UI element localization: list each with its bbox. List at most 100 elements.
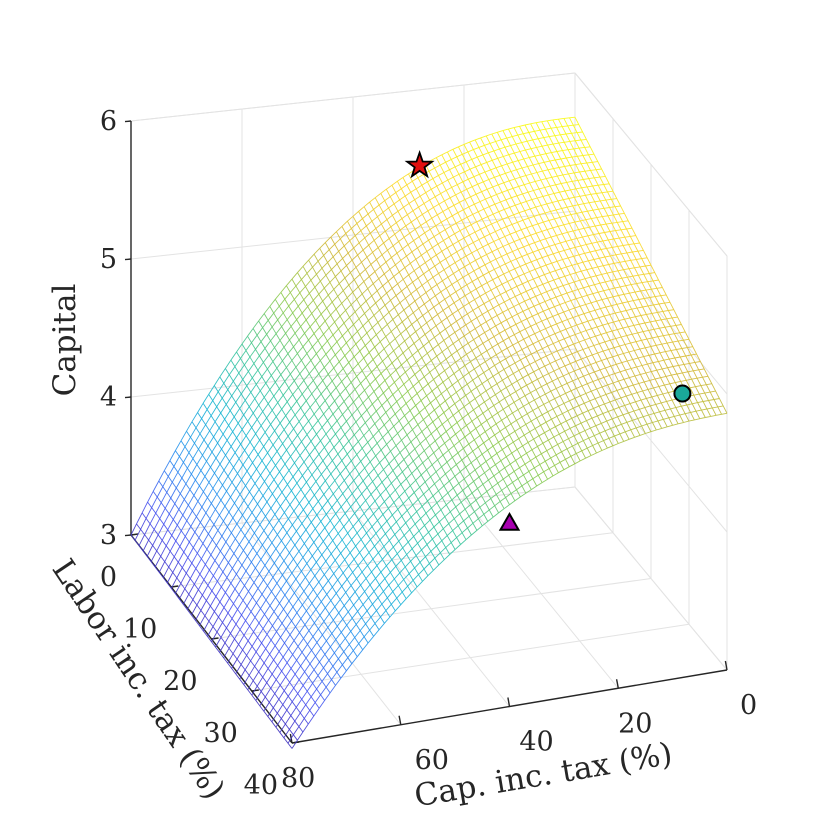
surface-mesh-line: [443, 169, 450, 173]
surface-mesh-line: [293, 632, 300, 641]
surface-mesh-line: [513, 467, 520, 472]
surface-mesh-line: [515, 142, 522, 145]
surface-mesh-line: [528, 467, 535, 472]
surface-mesh-line: [367, 558, 374, 566]
surface-mesh-line: [372, 497, 384, 515]
surface-mesh-line: [412, 574, 419, 581]
surface-mesh-line: [548, 436, 555, 441]
surface-mesh-line: [638, 381, 645, 384]
surface-mesh-line: [527, 442, 539, 462]
surface-mesh-line: [620, 229, 631, 249]
surface-mesh-line: [483, 438, 490, 444]
surface-mesh-line: [441, 535, 448, 542]
surface-mesh-line: [398, 490, 406, 498]
surface-mesh-line: [356, 649, 364, 657]
surface-mesh-line: [347, 470, 359, 488]
surface-mesh-line: [312, 293, 320, 301]
surface-mesh-line: [591, 255, 603, 275]
surface-mesh-line: [196, 445, 207, 462]
surface-mesh-line: [636, 365, 643, 368]
surface-mesh-line: [461, 313, 468, 318]
surface-mesh-line: [388, 502, 395, 509]
surface-mesh-line: [380, 571, 392, 589]
surface-mesh-line: [346, 414, 353, 422]
surface-mesh-line: [605, 391, 612, 395]
surface-mesh-line: [266, 409, 273, 419]
surface-mesh-line: [579, 146, 585, 149]
surface-mesh-line: [407, 385, 414, 392]
surface-mesh-line: [534, 154, 541, 157]
surface-mesh-line: [283, 673, 295, 689]
surface-mesh-line: [373, 468, 385, 486]
surface-mesh-line: [575, 139, 581, 142]
surface-mesh-line: [631, 392, 638, 395]
surface-mesh-line: [314, 694, 321, 703]
surface-mesh-line: [190, 455, 202, 471]
surface-mesh-line: [286, 524, 293, 533]
surface-mesh-line: [317, 413, 324, 421]
surface-mesh-line: [202, 403, 214, 419]
surface-mesh-line: [626, 393, 632, 397]
surface-mesh-line: [476, 383, 483, 388]
surface-mesh-line: [627, 275, 633, 278]
surface-mesh-line: [607, 191, 618, 211]
surface-mesh-line: [395, 207, 407, 227]
surface-mesh-line: [582, 235, 589, 238]
surface-mesh-line: [403, 529, 411, 536]
surface-mesh-line: [391, 553, 398, 561]
surface-mesh-line: [504, 145, 511, 148]
surface-mesh-line: [592, 184, 599, 187]
surface-mesh-line: [617, 270, 628, 290]
surface-mesh-line: [473, 146, 480, 151]
surface-mesh-line: [346, 493, 353, 501]
surface-mesh-line: [325, 427, 332, 435]
surface-mesh-line: [469, 331, 480, 351]
surface-mesh-line: [218, 409, 229, 426]
surface-mesh-line: [477, 372, 484, 377]
surface-mesh-line: [343, 394, 350, 402]
surface-mesh-line: [238, 585, 245, 595]
surface-mesh-line: [352, 363, 359, 370]
surface-mesh-line: [621, 276, 628, 279]
surface-mesh-line: [510, 478, 521, 498]
surface-mesh-line: [651, 394, 658, 398]
surface-mesh-line: [481, 282, 488, 287]
surface-mesh-line: [357, 249, 364, 256]
surface-mesh-line: [327, 288, 335, 296]
surface-mesh-line: [474, 324, 481, 329]
surface-mesh-line: [375, 571, 382, 579]
surface-mesh-line: [542, 281, 549, 285]
surface-mesh-line: [387, 546, 394, 554]
surface-mesh-line: [195, 610, 202, 621]
surface-mesh-line: [478, 401, 485, 407]
surface-mesh-line: [539, 393, 546, 398]
surface-mesh-line: [259, 439, 270, 457]
surface-mesh-line: [302, 266, 314, 284]
surface-mesh-line: [553, 142, 559, 145]
surface-mesh-line: [284, 373, 291, 382]
surface-mesh-line: [430, 492, 442, 511]
surface-mesh-line: [390, 315, 402, 335]
surface-mesh-line: [355, 545, 366, 563]
surface-mesh-line: [612, 245, 618, 248]
surface-mesh-line: [642, 306, 653, 326]
surface-mesh-line: [422, 210, 429, 215]
surface-mesh-line: [565, 214, 572, 217]
surface-mesh-line: [497, 408, 504, 414]
surface-mesh-line: [516, 349, 523, 353]
surface-mesh-line: [324, 600, 332, 609]
surface-mesh-line: [554, 242, 561, 246]
surface-mesh-line: [546, 289, 553, 293]
surface-mesh-line: [416, 431, 423, 438]
surface-mesh-line: [494, 266, 501, 270]
surface-mesh-line: [439, 229, 446, 234]
surface-mesh-line: [314, 568, 321, 577]
surface-mesh-line: [454, 399, 461, 405]
surface-mesh-line: [510, 261, 521, 281]
surface-mesh-line: [392, 241, 399, 247]
surface-mesh-line: [228, 416, 235, 426]
surface-mesh-line: [693, 393, 700, 396]
surface-mesh-line: [394, 333, 401, 340]
surface-mesh-line: [652, 336, 658, 339]
surface-mesh-line: [543, 245, 550, 249]
